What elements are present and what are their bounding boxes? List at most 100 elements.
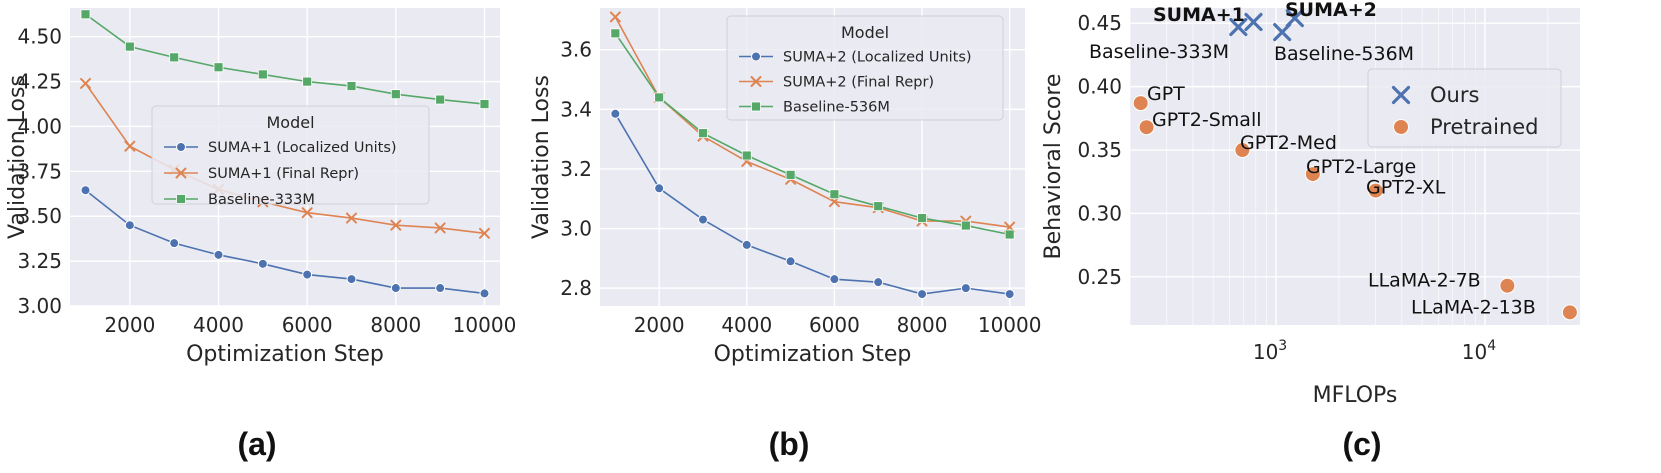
x-tick-label: 4000 xyxy=(721,313,772,337)
panel-label-b: (b) xyxy=(769,426,810,462)
x-axis-label: Optimization Step xyxy=(186,342,384,367)
annotation-label: LLaMA-2-7B xyxy=(1368,270,1481,292)
legend-marker xyxy=(1391,85,1411,105)
y-tick-label: 4.50 xyxy=(17,25,62,49)
data-point xyxy=(829,274,840,285)
annotation-label: GPT2-Small xyxy=(1152,109,1262,131)
panel-label-c: (c) xyxy=(1342,426,1381,462)
chart-a: 2000 4000 6000 8000 10000 3.00 3.25 3.50 3.75 4.0… xyxy=(5,8,516,367)
data-point xyxy=(1367,182,1384,199)
data-point xyxy=(698,128,708,139)
data-point xyxy=(654,92,665,103)
data-point xyxy=(1285,9,1304,28)
data-point xyxy=(390,89,401,100)
x-axis-label: MFLOPs xyxy=(1313,383,1398,408)
data-point xyxy=(80,9,91,20)
x-tick-label: 6000 xyxy=(809,313,860,337)
y-tick-label: 4.25 xyxy=(17,70,62,94)
y-tick-label: 4.00 xyxy=(17,114,62,138)
annotation-label: LLaMA-2-13B xyxy=(1411,296,1536,318)
plot-area xyxy=(1130,8,1580,325)
data-point xyxy=(654,183,665,194)
data-point xyxy=(1004,289,1015,300)
annotation-label: Baseline-333M xyxy=(1089,41,1229,63)
y-tick-label: 0.45 xyxy=(1077,11,1122,35)
legend-entry: SUMA+2 (Localized Units) xyxy=(783,50,972,66)
data-point xyxy=(124,41,135,52)
data-point xyxy=(390,219,402,231)
legend-box xyxy=(1367,68,1562,148)
y-tick-label: 3.25 xyxy=(17,249,62,273)
x-tick-label: 104 xyxy=(1462,338,1496,364)
data-point xyxy=(917,289,928,300)
data-point xyxy=(1004,229,1015,240)
data-point xyxy=(80,185,91,196)
data-point xyxy=(435,94,446,105)
legend-entry: Pretrained xyxy=(1430,115,1539,139)
y-tick-label: 3.00 xyxy=(17,294,62,318)
data-point xyxy=(80,77,92,89)
data-point xyxy=(1244,12,1263,32)
y-tick-label: 3.6 xyxy=(560,38,592,62)
y-axis-label: Validation Loss xyxy=(529,75,554,239)
legend-title: Model xyxy=(266,113,314,132)
data-point xyxy=(609,11,621,23)
y-tick-label: 3.75 xyxy=(17,159,62,183)
data-point xyxy=(302,76,313,87)
data-point xyxy=(435,283,446,294)
chart-b: 2000 4000 6000 8000 10000 2.8 3.0 3.2 3.4 3.6 Opti… xyxy=(529,8,1041,367)
x-tick-label: 4000 xyxy=(193,313,244,337)
data-point xyxy=(1561,304,1578,321)
data-point xyxy=(1132,95,1149,112)
data-point xyxy=(1304,166,1321,183)
panel-label-a: (a) xyxy=(237,426,276,462)
data-point xyxy=(213,62,224,73)
data-point xyxy=(257,258,268,269)
annotation-label: Baseline-536M xyxy=(1274,43,1414,65)
x-axis-label: Optimization Step xyxy=(714,342,912,367)
chart-c: 103 104 0.25 0.30 0.35 0.40 0.45 MFLOPs Behavior… xyxy=(1041,0,1580,408)
data-point xyxy=(697,214,708,225)
data-point xyxy=(124,220,135,231)
data-point xyxy=(960,220,971,231)
y-tick-label: 0.25 xyxy=(1077,265,1122,289)
data-point xyxy=(741,239,752,250)
legend-box xyxy=(151,105,430,205)
y-tick-label: 3.0 xyxy=(560,217,592,241)
y-tick-label: 0.30 xyxy=(1077,201,1122,225)
data-point xyxy=(390,283,401,294)
legend-entry: SUMA+1 (Localized Units) xyxy=(208,140,397,156)
legend-marker xyxy=(175,167,187,179)
data-point xyxy=(917,213,927,223)
data-point xyxy=(873,201,884,212)
legend-marker xyxy=(176,194,186,204)
annotation-label: SUMA+1 xyxy=(1153,4,1245,26)
y-tick-label: 3.2 xyxy=(560,157,592,181)
data-point xyxy=(169,238,180,249)
legend-marker xyxy=(751,51,761,62)
x-tick-label: 10000 xyxy=(453,313,517,337)
data-point xyxy=(1138,119,1155,136)
annotation-label: GPT xyxy=(1147,83,1185,105)
data-point xyxy=(1499,277,1516,294)
data-point xyxy=(785,169,796,180)
data-point xyxy=(741,150,752,161)
legend-entry: Baseline-536M xyxy=(783,100,890,116)
legend-entry: SUMA+1 (Final Repr) xyxy=(208,166,359,182)
y-tick-label: 0.40 xyxy=(1077,75,1122,99)
legend-marker xyxy=(176,142,186,152)
annotation-label: GPT2-XL xyxy=(1366,177,1446,199)
data-point xyxy=(301,207,313,219)
data-point xyxy=(169,52,180,63)
y-tick-label: 2.8 xyxy=(560,276,592,300)
legend-title: Model xyxy=(841,23,889,42)
legend-entry: Baseline-333M xyxy=(208,192,315,208)
data-point xyxy=(960,283,971,294)
series-line xyxy=(614,113,1010,295)
legend-marker xyxy=(1393,119,1409,135)
x-tick-label: 2000 xyxy=(104,313,155,337)
data-point xyxy=(302,269,313,280)
y-axis-label: Validation Loss xyxy=(5,75,30,239)
series-line xyxy=(614,32,1010,236)
